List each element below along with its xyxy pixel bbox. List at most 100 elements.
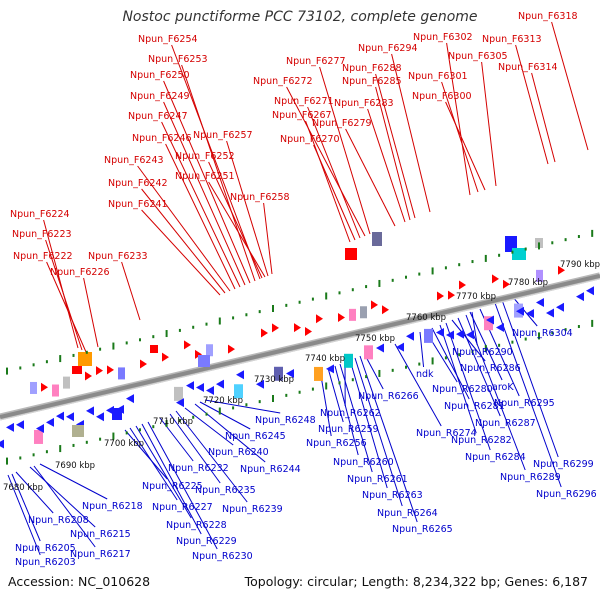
forward-gene-arrow — [162, 352, 169, 362]
reverse-gene-arrow — [256, 379, 264, 389]
forward-gene-leader-line — [208, 161, 263, 279]
feature-box — [112, 408, 122, 420]
forward-gene-label: Npun_F6288 — [342, 63, 402, 74]
tick-mark — [45, 450, 48, 454]
reverse-gene-label: Npun_R6295 — [494, 398, 555, 409]
reverse-gene-leader-line — [204, 399, 281, 414]
kbp-label: 7760 kbp — [406, 313, 446, 323]
reverse-gene-leader-line — [15, 471, 54, 514]
tick-mark — [511, 250, 514, 254]
forward-gene-arrow — [371, 300, 378, 310]
forward-gene-label: Npun_F6243 — [104, 155, 164, 166]
forward-gene-arrow — [272, 323, 279, 333]
reverse-gene-arrow — [396, 342, 404, 352]
forward-gene-label: Npun_F6254 — [138, 34, 198, 45]
accession-label: Accession: NC_010628 — [8, 574, 151, 589]
forward-gene-leader-line — [263, 202, 273, 275]
forward-gene-arrow — [437, 291, 444, 301]
tick-mark — [32, 363, 35, 367]
forward-gene-arrow — [316, 314, 323, 324]
reverse-gene-label: ndk — [416, 369, 434, 380]
forward-gene-leader-line — [226, 140, 269, 277]
reverse-gene-arrow — [206, 385, 214, 395]
forward-gene-label: Npun_F6224 — [10, 209, 70, 220]
feature-box — [372, 232, 382, 246]
tick-mark — [538, 242, 540, 250]
reverse-gene-label: Npun_R6203 — [15, 557, 76, 568]
forward-gene-label: Npun_F6241 — [108, 199, 168, 210]
reverse-gene-label: Npun_R6239 — [222, 504, 283, 515]
tick-mark — [511, 340, 514, 344]
forward-gene-leader-line — [305, 120, 351, 243]
forward-gene-arrow — [382, 305, 389, 315]
reverse-gene-arrow — [96, 412, 104, 422]
kbp-label: 7680 kbp — [3, 483, 43, 493]
tick-mark — [378, 279, 381, 287]
tick-mark — [444, 356, 447, 360]
reverse-gene-arrow — [456, 329, 464, 339]
feature-box — [206, 344, 213, 357]
reverse-gene-label: Npun_R6240 — [208, 447, 269, 458]
tick-mark — [178, 328, 181, 332]
forward-gene-leader-line — [208, 181, 266, 278]
forward-gene-label: Npun_F6285 — [342, 76, 402, 87]
kbp-label: 7720 kbp — [203, 396, 243, 406]
tick-mark — [351, 288, 354, 292]
kbp-label: 7750 kbp — [355, 334, 395, 344]
forward-gene-leader-line — [137, 165, 231, 292]
feature-box — [484, 316, 493, 331]
feature-box — [52, 384, 59, 397]
forward-gene-leader-line — [45, 239, 83, 351]
tick-mark — [192, 325, 195, 329]
tick-mark — [45, 360, 48, 364]
reverse-gene-leader-line — [394, 343, 442, 427]
forward-gene-leader-line — [551, 21, 589, 151]
forward-gene-arrow — [107, 365, 114, 375]
forward-gene-label: Npun_F6305 — [448, 51, 508, 62]
forward-gene-label: Npun_F6226 — [50, 267, 110, 278]
forward-gene-label: Npun_F6294 — [358, 43, 418, 54]
reverse-gene-label: Npun_R6259 — [318, 424, 379, 435]
forward-gene-leader-line — [83, 277, 99, 348]
tick-mark — [285, 303, 288, 307]
forward-gene-leader-line — [171, 44, 261, 280]
tick-mark — [112, 432, 115, 440]
tick-mark — [405, 365, 407, 369]
reverse-gene-leader-line — [175, 410, 248, 503]
tick-marks — [6, 229, 594, 465]
tick-mark — [325, 292, 328, 300]
forward-gene-arrow — [184, 340, 191, 350]
forward-gene-label: Npun_F6279 — [312, 118, 372, 129]
tick-mark — [59, 445, 62, 453]
tick-mark — [165, 330, 168, 338]
tick-mark — [32, 453, 35, 457]
reverse-gene-leader-line — [457, 317, 501, 417]
reverse-gene-arrow — [6, 422, 14, 432]
forward-gene-leader-line — [375, 73, 416, 219]
reverse-gene-label: Npun_R6244 — [240, 464, 301, 475]
tick-mark — [431, 357, 434, 365]
feature-box — [118, 367, 125, 380]
tick-mark — [524, 337, 527, 341]
tick-mark — [139, 338, 141, 342]
reverse-gene-label: Npun_R6296 — [536, 489, 597, 500]
forward-gene-leader-line — [307, 106, 361, 239]
forward-gene-leader-line — [375, 86, 411, 221]
forward-gene-label: Npun_F6271 — [274, 96, 334, 107]
tick-mark — [577, 235, 580, 239]
reverse-gene-label: Npun_R6266 — [358, 391, 419, 402]
tick-mark — [311, 387, 314, 391]
feature-box — [234, 384, 243, 399]
reverse-gene-leader-line — [465, 314, 526, 471]
reverse-gene-arrow — [586, 286, 594, 296]
forward-gene-arrow — [294, 323, 301, 333]
forward-gene-arrow — [503, 279, 510, 289]
feature-box — [72, 366, 82, 374]
forward-gene-arrow — [41, 382, 48, 392]
forward-gene-leader-line — [46, 261, 87, 353]
tick-mark — [391, 368, 394, 372]
forward-gene-label: Npun_F6277 — [286, 56, 346, 67]
forward-gene-arrow — [96, 366, 103, 376]
feature-box — [349, 308, 356, 321]
tick-mark — [272, 394, 274, 402]
